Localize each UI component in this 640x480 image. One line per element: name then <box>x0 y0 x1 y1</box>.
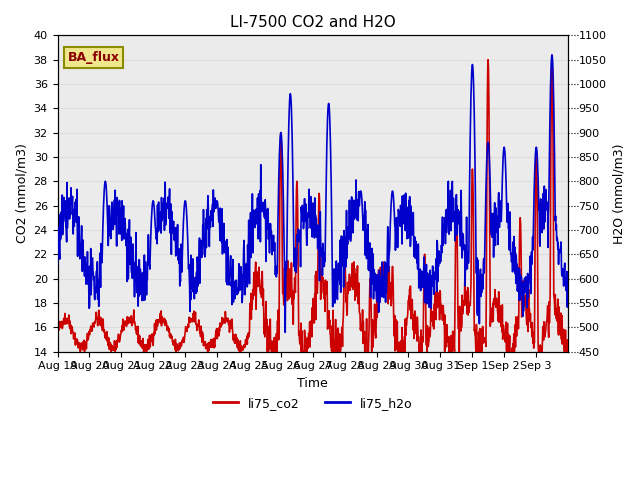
Legend: li75_co2, li75_h2o: li75_co2, li75_h2o <box>208 392 417 415</box>
Title: LI-7500 CO2 and H2O: LI-7500 CO2 and H2O <box>230 15 396 30</box>
Text: BA_flux: BA_flux <box>68 51 120 64</box>
Y-axis label: H2O (mmol/m3): H2O (mmol/m3) <box>612 143 625 244</box>
X-axis label: Time: Time <box>298 377 328 390</box>
Y-axis label: CO2 (mmol/m3): CO2 (mmol/m3) <box>15 144 28 243</box>
